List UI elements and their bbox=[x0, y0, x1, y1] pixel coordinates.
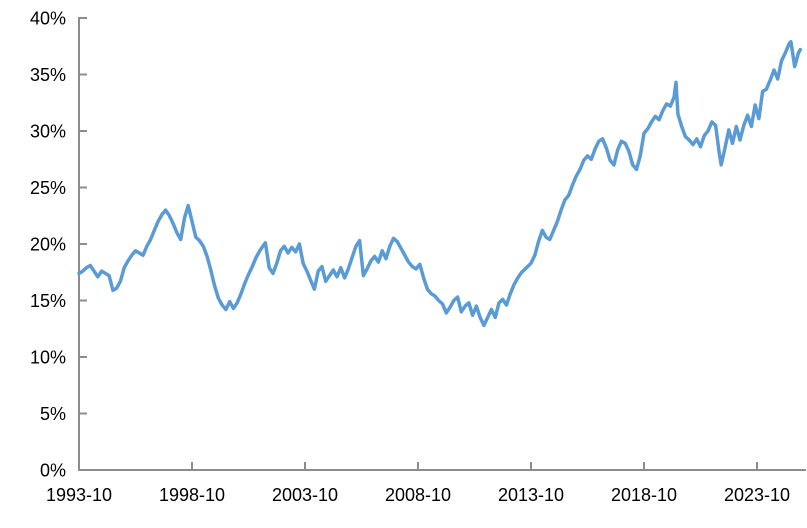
x-tick-label: 2023-10 bbox=[724, 485, 790, 505]
y-tick-label: 10% bbox=[30, 347, 66, 367]
data-line-ratio-percent bbox=[77, 39, 803, 328]
y-tick-label: 35% bbox=[30, 65, 66, 85]
y-tick-label: 20% bbox=[30, 234, 66, 254]
x-tick-label: 2008-10 bbox=[385, 485, 451, 505]
y-tick-label: 30% bbox=[30, 121, 66, 141]
x-tick-label: 2018-10 bbox=[611, 485, 677, 505]
y-tick-label: 0% bbox=[40, 460, 66, 480]
y-tick-label: 5% bbox=[40, 404, 66, 424]
x-tick-label: 2003-10 bbox=[272, 485, 338, 505]
y-tick-label: 40% bbox=[30, 8, 66, 28]
y-tick-label: 15% bbox=[30, 291, 66, 311]
x-tick-label: 2013-10 bbox=[498, 485, 564, 505]
x-tick-label: 1998-10 bbox=[159, 485, 225, 505]
x-tick-label: 1993-10 bbox=[46, 485, 112, 505]
y-tick-label: 25% bbox=[30, 178, 66, 198]
